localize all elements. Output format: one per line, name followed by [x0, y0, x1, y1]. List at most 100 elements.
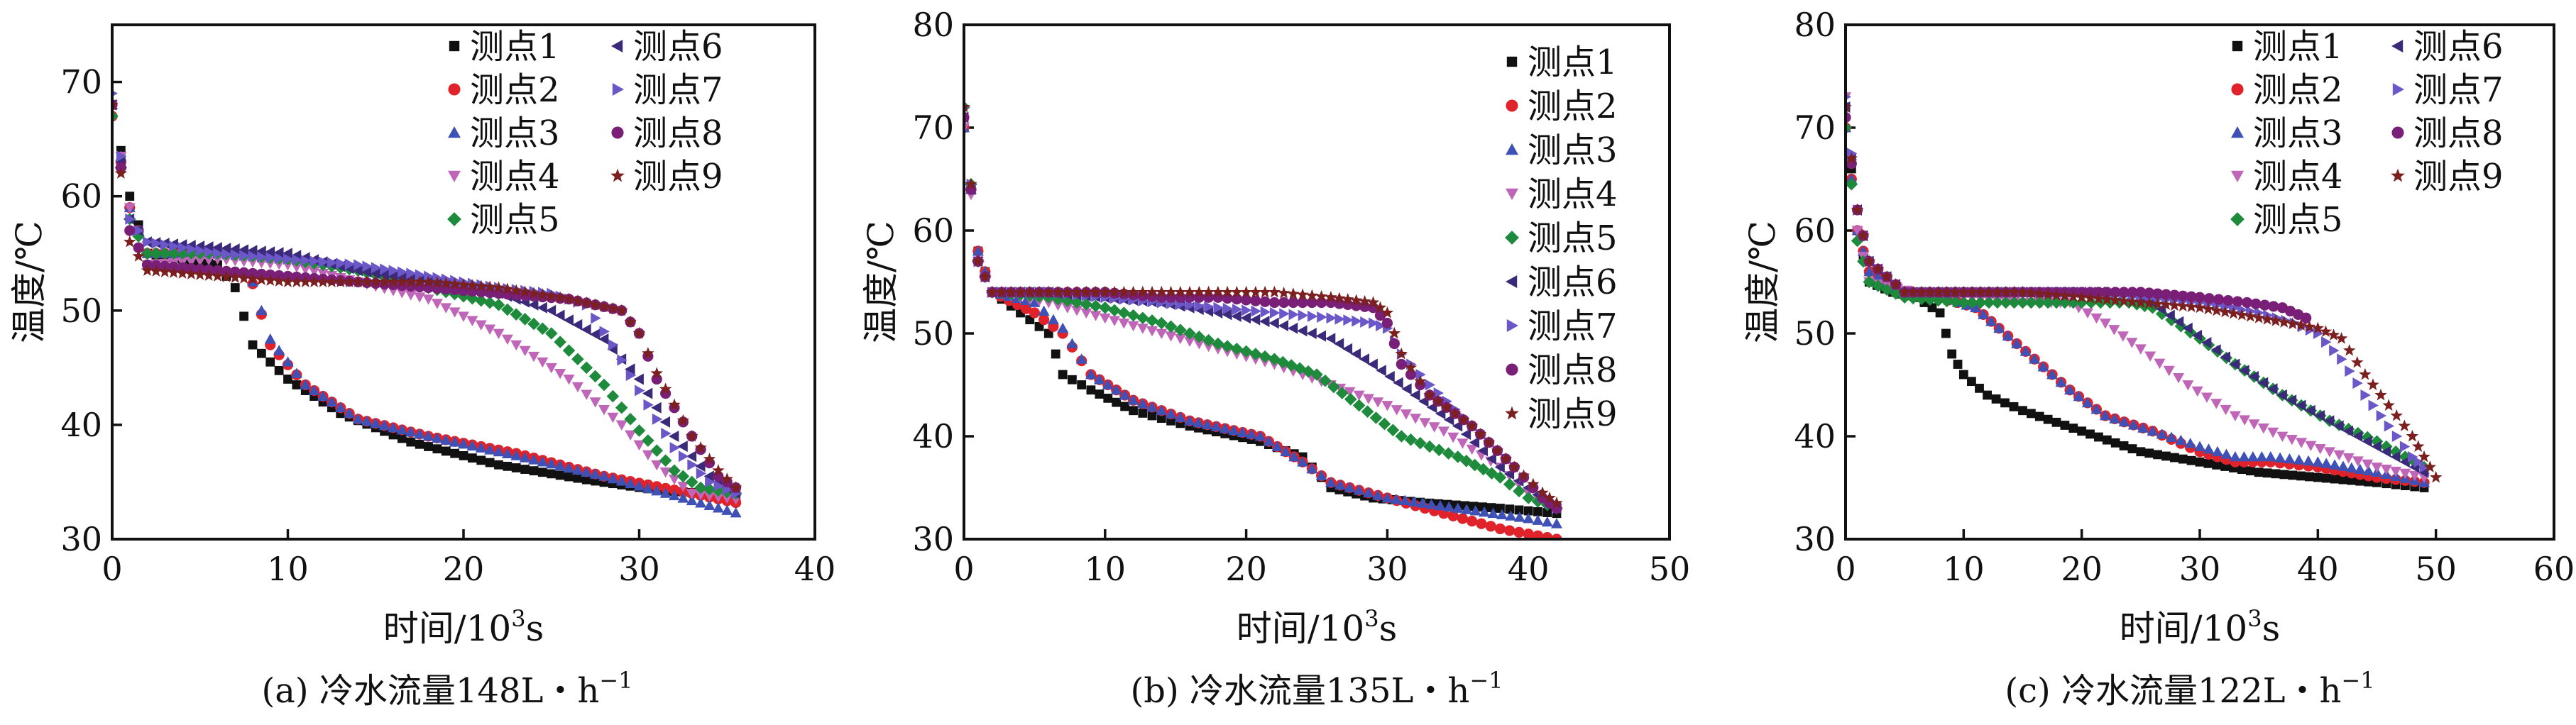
- data-point: [1974, 296, 1987, 309]
- data-point: [2380, 445, 2391, 458]
- data-point: [2399, 450, 2412, 463]
- plot-frame: [111, 23, 816, 541]
- data-point: [1146, 326, 1158, 337]
- data-point: [2248, 370, 2259, 382]
- data-point: [484, 444, 496, 455]
- data-point: [642, 387, 653, 399]
- data-point: [510, 340, 522, 351]
- data-point: [1136, 311, 1149, 325]
- data-point: [1493, 471, 1507, 484]
- data-point: [1974, 285, 1987, 298]
- data-point: [632, 326, 646, 339]
- data-point: [1086, 385, 1096, 395]
- data-point: [1467, 516, 1478, 527]
- data-point: [686, 450, 697, 463]
- data-point: [274, 253, 285, 265]
- series-测点6: [964, 111, 1562, 514]
- data-point: [1457, 413, 1470, 426]
- data-point: [449, 436, 461, 447]
- data-point: [2319, 325, 2333, 338]
- data-point: [141, 247, 154, 260]
- data-point: [1447, 510, 1459, 521]
- data-point: [1341, 292, 1354, 305]
- data-point: [2100, 293, 2114, 305]
- data-point: [1513, 485, 1525, 498]
- data-point: [1156, 404, 1168, 416]
- data-point: [1014, 285, 1027, 298]
- data-point: [2311, 321, 2325, 334]
- data-point: [695, 489, 707, 501]
- data-point: [545, 304, 557, 316]
- y-tick-label: 70: [912, 109, 954, 147]
- data-point: [1978, 309, 1990, 319]
- data-point: [1212, 307, 1223, 319]
- data-point: [441, 446, 451, 456]
- data-point: [1277, 287, 1290, 299]
- data-point: [492, 298, 505, 311]
- data-point: [1889, 287, 1902, 300]
- data-point: [1967, 377, 1976, 387]
- data-point: [1269, 307, 1281, 319]
- data-point: [176, 267, 189, 279]
- data-point: [2321, 473, 2331, 483]
- legend-marker: [2391, 40, 2404, 52]
- legend-label: 测点2: [470, 70, 560, 110]
- data-point: [2354, 463, 2366, 475]
- data-point: [406, 437, 416, 447]
- data-point: [501, 448, 513, 459]
- data-point: [1222, 302, 1234, 314]
- data-point: [1388, 338, 1400, 350]
- plot-area: [112, 90, 742, 518]
- data-point: [1479, 506, 1491, 517]
- data-point: [1288, 309, 1299, 321]
- data-point: [414, 292, 426, 303]
- legend-label: 测点9: [633, 157, 723, 197]
- data-point: [1051, 349, 1060, 359]
- data-point: [2362, 436, 2372, 448]
- data-point: [1503, 477, 1516, 491]
- data-point: [520, 290, 531, 301]
- data-point: [185, 267, 198, 280]
- data-point: [1297, 456, 1309, 467]
- data-point: [2276, 431, 2289, 442]
- data-point: [1376, 365, 1386, 377]
- data-point: [1221, 340, 1234, 353]
- data-point: [1080, 298, 1093, 311]
- data-point: [125, 213, 136, 225]
- data-point: [2134, 344, 2147, 355]
- data-point: [2211, 445, 2223, 457]
- data-point: [124, 203, 136, 214]
- data-point: [2168, 299, 2181, 311]
- legend-label: 测点8: [2413, 114, 2504, 153]
- data-point: [1093, 374, 1105, 384]
- data-point: [2245, 305, 2257, 317]
- data-point: [2352, 456, 2364, 467]
- data-point: [475, 280, 488, 292]
- data-point: [606, 301, 620, 314]
- data-point: [1533, 507, 1542, 516]
- data-point: [2186, 455, 2196, 465]
- data-point: [2362, 465, 2374, 476]
- data-point: [712, 502, 724, 513]
- data-point: [1434, 499, 1446, 511]
- data-point: [1469, 436, 1480, 448]
- data-point: [2264, 451, 2276, 462]
- data-point: [1342, 343, 1353, 355]
- data-point: [588, 298, 602, 311]
- data-point: [562, 344, 576, 357]
- data-point: [581, 389, 593, 400]
- legend-label: 测点6: [1528, 262, 1618, 302]
- data-point: [405, 290, 417, 301]
- data-point: [351, 275, 365, 287]
- data-point: [1949, 295, 1962, 309]
- data-point: [1127, 309, 1140, 322]
- data-point: [2238, 451, 2250, 462]
- data-point: [238, 244, 249, 256]
- data-point: [2229, 302, 2240, 314]
- data-point: [1417, 497, 1429, 508]
- data-point: [282, 248, 292, 260]
- data-point: [185, 247, 198, 260]
- data-point: [615, 401, 628, 414]
- y-tick-label: 50: [912, 314, 954, 353]
